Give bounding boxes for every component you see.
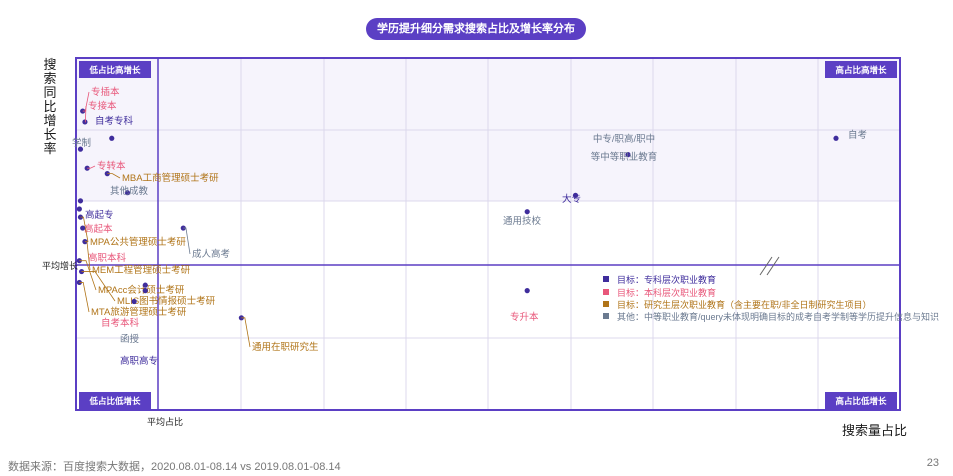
data-label: 成人高考 — [192, 248, 230, 260]
quadrant-top-right-label: 高占比高增长 — [835, 65, 887, 75]
data-label-leader — [183, 227, 191, 255]
axis-break-mark — [759, 256, 773, 276]
quadrant-bottom-left-badge — [79, 392, 151, 409]
data-label: 等中等职业教育 — [591, 151, 658, 163]
data-label: 专接本 — [88, 100, 117, 112]
legend-label-graduate: 目标：研究生层次职业教育（含主要在职/非全日制研究生项目） — [617, 299, 872, 310]
data-label: 高起本 — [84, 223, 113, 235]
data-label: MPAcc会计硕士考研 — [98, 284, 185, 296]
data-label-leader — [79, 260, 97, 291]
quadrant-bottom-right-badge — [825, 392, 897, 409]
data-label-leader — [79, 282, 90, 313]
chart-title: 学历提升细分需求搜索占比及增长率分布 — [366, 18, 586, 40]
quadrant-bottom-right-label: 高占比低增长 — [835, 396, 887, 406]
data-label: 高起专 — [85, 209, 114, 221]
data-label-leader — [107, 173, 121, 179]
data-point — [77, 146, 84, 152]
data-label: 高职本科 — [88, 252, 127, 264]
data-label: 中专/职高/职中 — [593, 133, 655, 145]
data-label: 专插本 — [91, 86, 120, 98]
quadrant-top-right-badge — [825, 61, 897, 78]
data-point — [524, 209, 530, 215]
data-point — [131, 298, 137, 305]
avg-share-label: 平均占比 — [147, 416, 183, 427]
data-label: 学制 — [72, 137, 91, 149]
data-point — [625, 152, 631, 158]
data-label: MPA公共管理硕士考研 — [90, 236, 186, 248]
quadrant-top-left-label: 低占比高增长 — [88, 65, 141, 75]
data-label-leader — [82, 91, 90, 112]
legend-label-other: 其他：中等职业教育/query未体现明确目标的成考自考学制等学历提升信息与知识 — [617, 311, 939, 322]
data-label: MTA旅游管理硕士考研 — [91, 306, 187, 318]
data-label: 通用在职研究生 — [252, 341, 319, 353]
quadrant-top-left-badge — [79, 61, 151, 78]
data-label: 自考本科 — [101, 317, 140, 329]
x-axis-label: 搜索量占比 — [842, 423, 908, 438]
data-label: MLIS图书情报硕士考研 — [117, 295, 216, 307]
data-point — [238, 315, 244, 321]
legend-label-undergrad: 目标：本科层次职业教育 — [617, 287, 716, 298]
data-label-leader — [241, 317, 251, 348]
data-point — [76, 206, 82, 212]
legend-swatch-other — [603, 313, 609, 319]
data-label-leader — [87, 165, 96, 169]
data-point — [124, 190, 131, 196]
quadrant-bottom-left-label: 低占比低增长 — [88, 396, 141, 406]
data-label: 其他成教 — [110, 185, 149, 197]
data-point — [109, 135, 115, 141]
data-point — [80, 225, 86, 231]
data-source-note: 数据来源：百度搜索大数据，2020.08.01-08.14 vs 2019.08… — [8, 461, 341, 473]
legend-swatch-vocational — [603, 276, 609, 282]
data-label: 高职高专 — [120, 355, 158, 367]
data-label: 通用技校 — [503, 215, 542, 227]
page-number: 23 — [926, 457, 939, 469]
data-label: MBA工商管理硕士考研 — [122, 172, 219, 184]
legend-swatch-undergrad — [603, 289, 609, 295]
data-label: 专升本 — [510, 311, 539, 323]
data-point — [572, 192, 579, 198]
data-label-leader — [84, 105, 87, 123]
avg-growth-label: 平均增长 — [42, 260, 78, 271]
data-label: 自考专科 — [95, 115, 134, 127]
data-point — [77, 198, 84, 204]
data-label: 自考 — [848, 129, 867, 141]
data-label-leader — [84, 241, 91, 271]
axis-break-mark — [766, 256, 780, 276]
data-point — [833, 135, 839, 141]
data-label: 大专 — [562, 193, 581, 205]
y-axis-label: 搜索同比增长率 — [43, 57, 57, 156]
data-label: MEM工程管理硕士考研 — [92, 264, 191, 276]
legend-label-vocational: 目标：专科层次职业教育 — [617, 274, 716, 285]
data-label: 专转本 — [97, 160, 126, 172]
data-label: 函授 — [120, 333, 140, 345]
data-point — [524, 288, 530, 294]
plot-border — [75, 57, 901, 411]
data-label-leader — [80, 216, 89, 243]
data-point — [142, 288, 148, 294]
data-point — [142, 282, 148, 288]
data-label-leader — [81, 271, 116, 302]
legend-swatch-graduate — [603, 301, 609, 307]
